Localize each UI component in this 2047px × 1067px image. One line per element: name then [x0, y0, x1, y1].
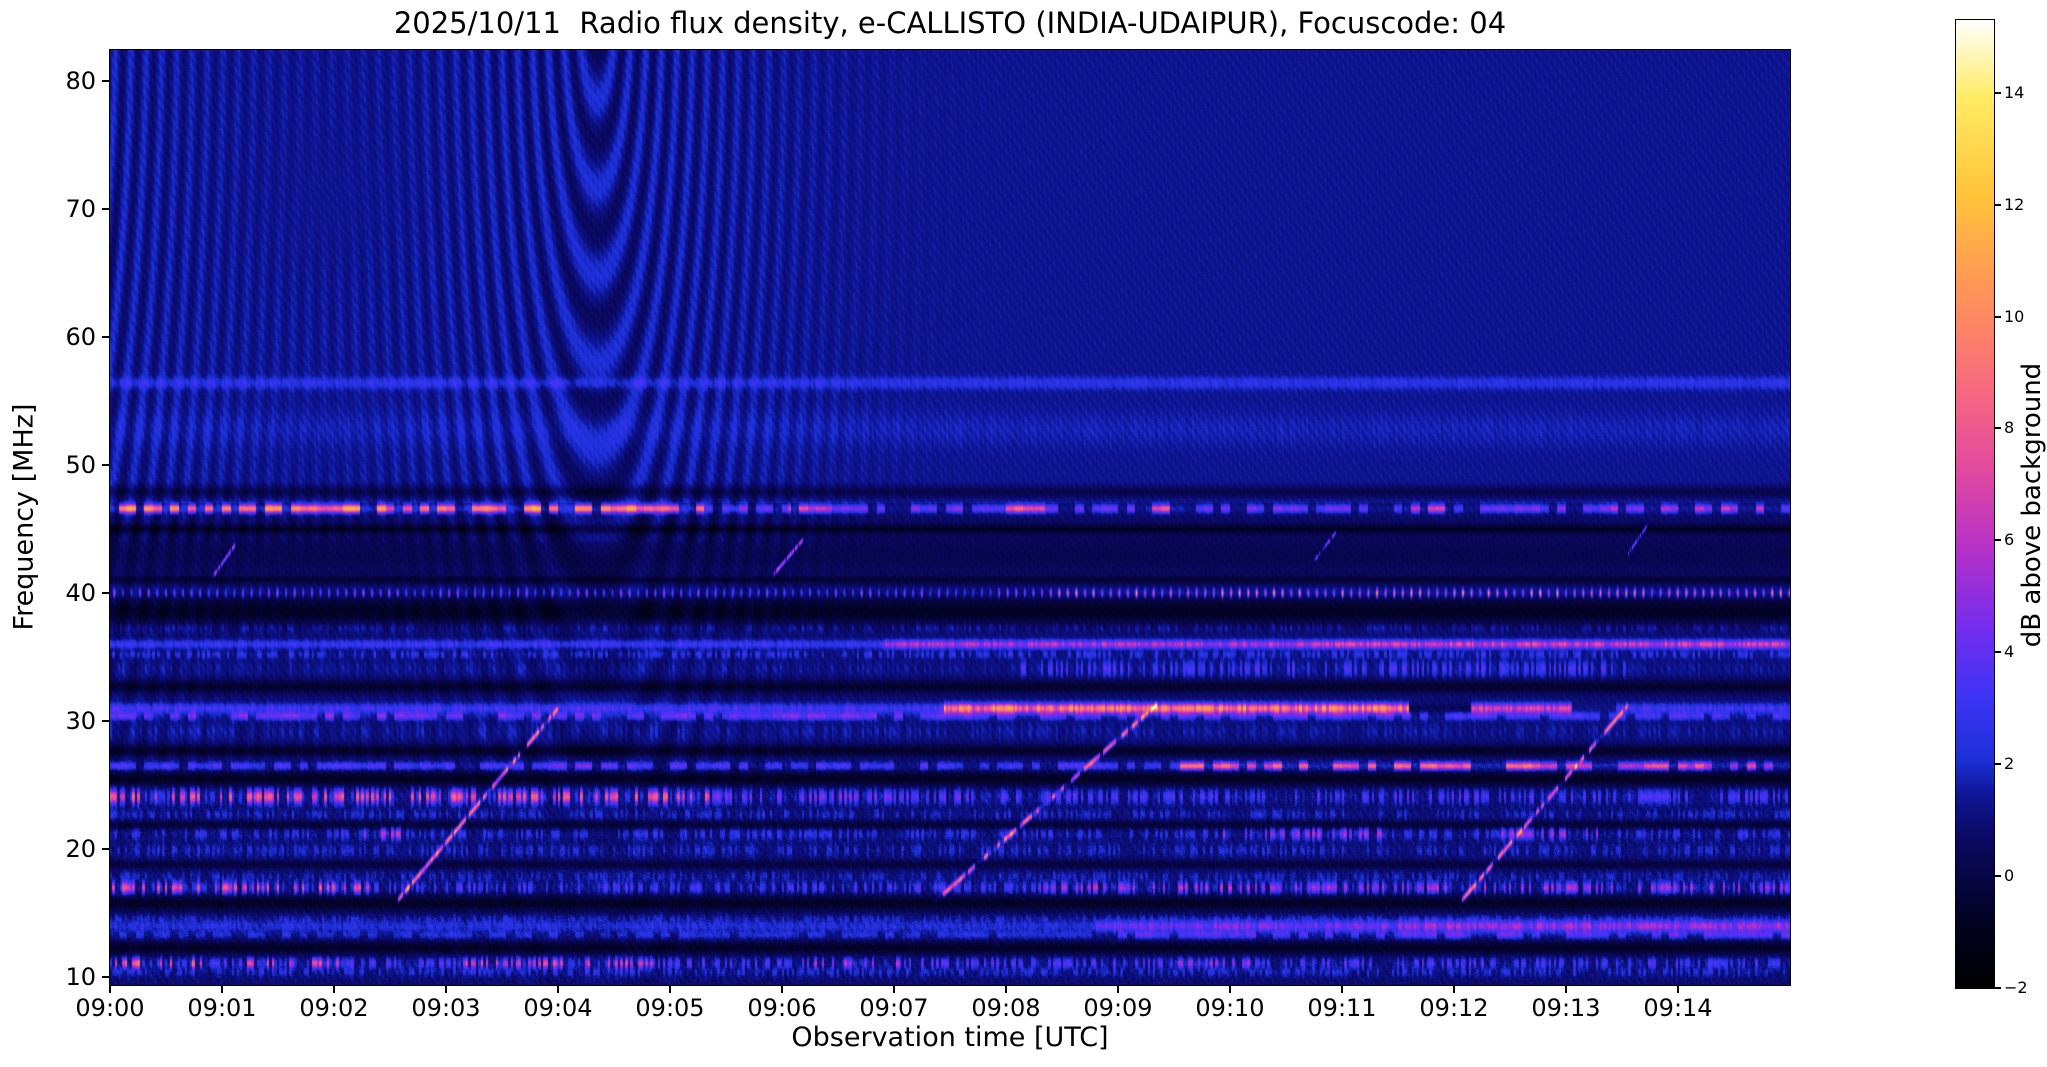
colorbar-tick-label: −2	[2004, 978, 2028, 997]
x-tick-mark	[1453, 985, 1455, 993]
spectrogram-heatmap	[110, 50, 1790, 985]
y-tick-mark	[102, 848, 110, 851]
colorbar-tick-mark	[1994, 203, 2001, 206]
y-tick-label: 70	[65, 194, 96, 223]
y-tick-label: 10	[65, 963, 96, 992]
x-tick-mark	[893, 985, 895, 993]
x-tick-mark	[1677, 985, 1679, 993]
colorbar-tick-mark	[1994, 539, 2001, 542]
colorbar-tick-label: 14	[2004, 82, 2025, 102]
x-tick-mark	[1117, 985, 1119, 993]
x-tick-mark	[1341, 985, 1343, 993]
y-tick-label: 50	[65, 450, 96, 479]
y-tick-label: 80	[65, 66, 96, 95]
y-tick-mark	[102, 79, 110, 82]
y-tick-mark	[102, 720, 110, 723]
y-tick-label: 40	[65, 579, 96, 608]
x-tick-mark	[109, 985, 111, 993]
colorbar-tick-mark	[1994, 315, 2001, 318]
colorbar-tick-label: 12	[2004, 194, 2025, 214]
x-tick-label: 09:04	[523, 994, 593, 1022]
y-tick-label: 20	[65, 835, 96, 864]
y-tick-mark	[102, 592, 110, 595]
colorbar-tick-label: 4	[2004, 642, 2015, 662]
x-tick-label: 09:11	[1307, 994, 1377, 1022]
colorbar-tick-mark	[1994, 91, 2001, 94]
y-tick-mark	[102, 463, 110, 466]
x-tick-label: 09:14	[1643, 994, 1713, 1022]
y-tick-label: 30	[65, 707, 96, 736]
colorbar-tick-label: 2	[2004, 754, 2015, 774]
y-tick-mark	[102, 976, 110, 979]
colorbar-tick-label: 0	[2004, 866, 2015, 886]
x-tick-label: 09:03	[411, 994, 481, 1022]
y-axis-label: Frequency [MHz]	[8, 403, 40, 631]
y-tick-mark	[102, 335, 110, 338]
x-tick-label: 09:10	[1195, 994, 1265, 1022]
colorbar-tick-label: 10	[2004, 306, 2025, 326]
x-axis-label: Observation time [UTC]	[791, 1022, 1109, 1053]
colorbar-tick-label: 6	[2004, 530, 2015, 550]
colorbar-tick-mark	[1994, 875, 2001, 878]
colorbar-tick-mark	[1994, 427, 2001, 430]
x-tick-mark	[1005, 985, 1007, 993]
colorbar-tick-label: 8	[2004, 418, 2015, 438]
colorbar-label: dB above background	[2017, 362, 2047, 648]
x-tick-mark	[445, 985, 447, 993]
chart-title: 2025/10/11 Radio flux density, e-CALLIST…	[393, 6, 1507, 40]
x-tick-label: 09:00	[75, 994, 145, 1022]
colorbar-tick-mark	[1994, 763, 2001, 766]
x-tick-mark	[781, 985, 783, 993]
colorbar-tick-mark	[1994, 651, 2001, 654]
y-tick-mark	[102, 207, 110, 210]
x-tick-label: 09:06	[747, 994, 817, 1022]
x-tick-label: 09:13	[1531, 994, 1601, 1022]
x-tick-mark	[333, 985, 335, 993]
x-tick-label: 09:12	[1419, 994, 1489, 1022]
x-tick-label: 09:05	[635, 994, 705, 1022]
x-tick-label: 09:02	[299, 994, 369, 1022]
y-tick-label: 60	[65, 322, 96, 351]
x-tick-label: 09:08	[971, 994, 1041, 1022]
x-tick-label: 09:09	[1083, 994, 1153, 1022]
x-tick-mark	[1565, 985, 1567, 993]
colorbar-tick-mark	[1994, 987, 2001, 989]
x-tick-label: 09:01	[187, 994, 257, 1022]
x-tick-label: 09:07	[859, 994, 929, 1022]
colorbar-gradient	[1956, 20, 1994, 988]
x-tick-mark	[221, 985, 223, 993]
x-tick-mark	[669, 985, 671, 993]
x-tick-mark	[557, 985, 559, 993]
x-tick-mark	[1229, 985, 1231, 993]
